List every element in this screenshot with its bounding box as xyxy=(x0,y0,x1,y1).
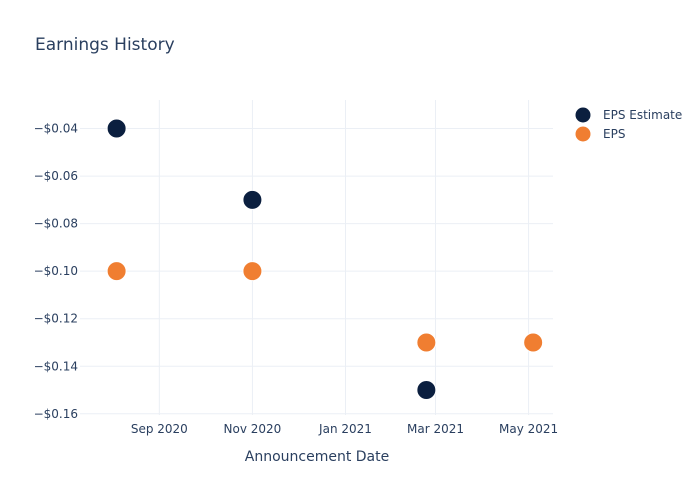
y-tick-label: −$0.08 xyxy=(34,217,78,231)
y-tick-label: −$0.12 xyxy=(34,312,78,326)
legend-marker xyxy=(575,107,591,123)
series-eps-estimate xyxy=(106,118,544,401)
x-tick-label: Sep 2020 xyxy=(131,422,188,436)
y-tick-label: −$0.16 xyxy=(34,407,78,421)
x-tick-label: Nov 2020 xyxy=(224,422,282,436)
y-tick-label: −$0.04 xyxy=(34,122,78,136)
chart-title: Earnings History xyxy=(35,35,175,55)
x-axis-ticks: Sep 2020 Nov 2020 Jan 2021 Mar 2021 May 2021 xyxy=(131,422,558,436)
data-point[interactable] xyxy=(416,380,437,401)
data-point[interactable] xyxy=(106,261,127,282)
legend-item[interactable]: EPS xyxy=(575,126,626,142)
data-point[interactable] xyxy=(416,332,437,353)
grid-layer xyxy=(80,100,553,415)
data-point[interactable] xyxy=(523,332,544,353)
data-point[interactable] xyxy=(242,189,263,210)
data-point[interactable] xyxy=(106,118,127,139)
y-axis-ticks: −$0.04 −$0.06 −$0.08 −$0.10 −$0.12 −$0.14 −$0.… xyxy=(34,122,78,421)
x-tick-label: Mar 2021 xyxy=(407,422,464,436)
legend[interactable]: EPS Estimate EPS xyxy=(575,107,683,142)
y-tick-label: −$0.06 xyxy=(34,169,78,183)
legend-marker xyxy=(575,126,591,142)
legend-label: EPS Estimate xyxy=(603,108,682,122)
x-tick-label: Jan 2021 xyxy=(318,422,372,436)
series-eps xyxy=(106,261,544,353)
legend-label: EPS xyxy=(603,127,625,141)
y-tick-label: −$0.14 xyxy=(34,359,78,373)
data-points xyxy=(106,118,544,401)
x-tick-label: May 2021 xyxy=(499,422,558,436)
legend-item[interactable]: EPS Estimate xyxy=(575,107,683,123)
x-axis-title: Announcement Date xyxy=(245,449,389,465)
data-point[interactable] xyxy=(242,261,263,282)
y-tick-label: −$0.10 xyxy=(34,264,78,278)
